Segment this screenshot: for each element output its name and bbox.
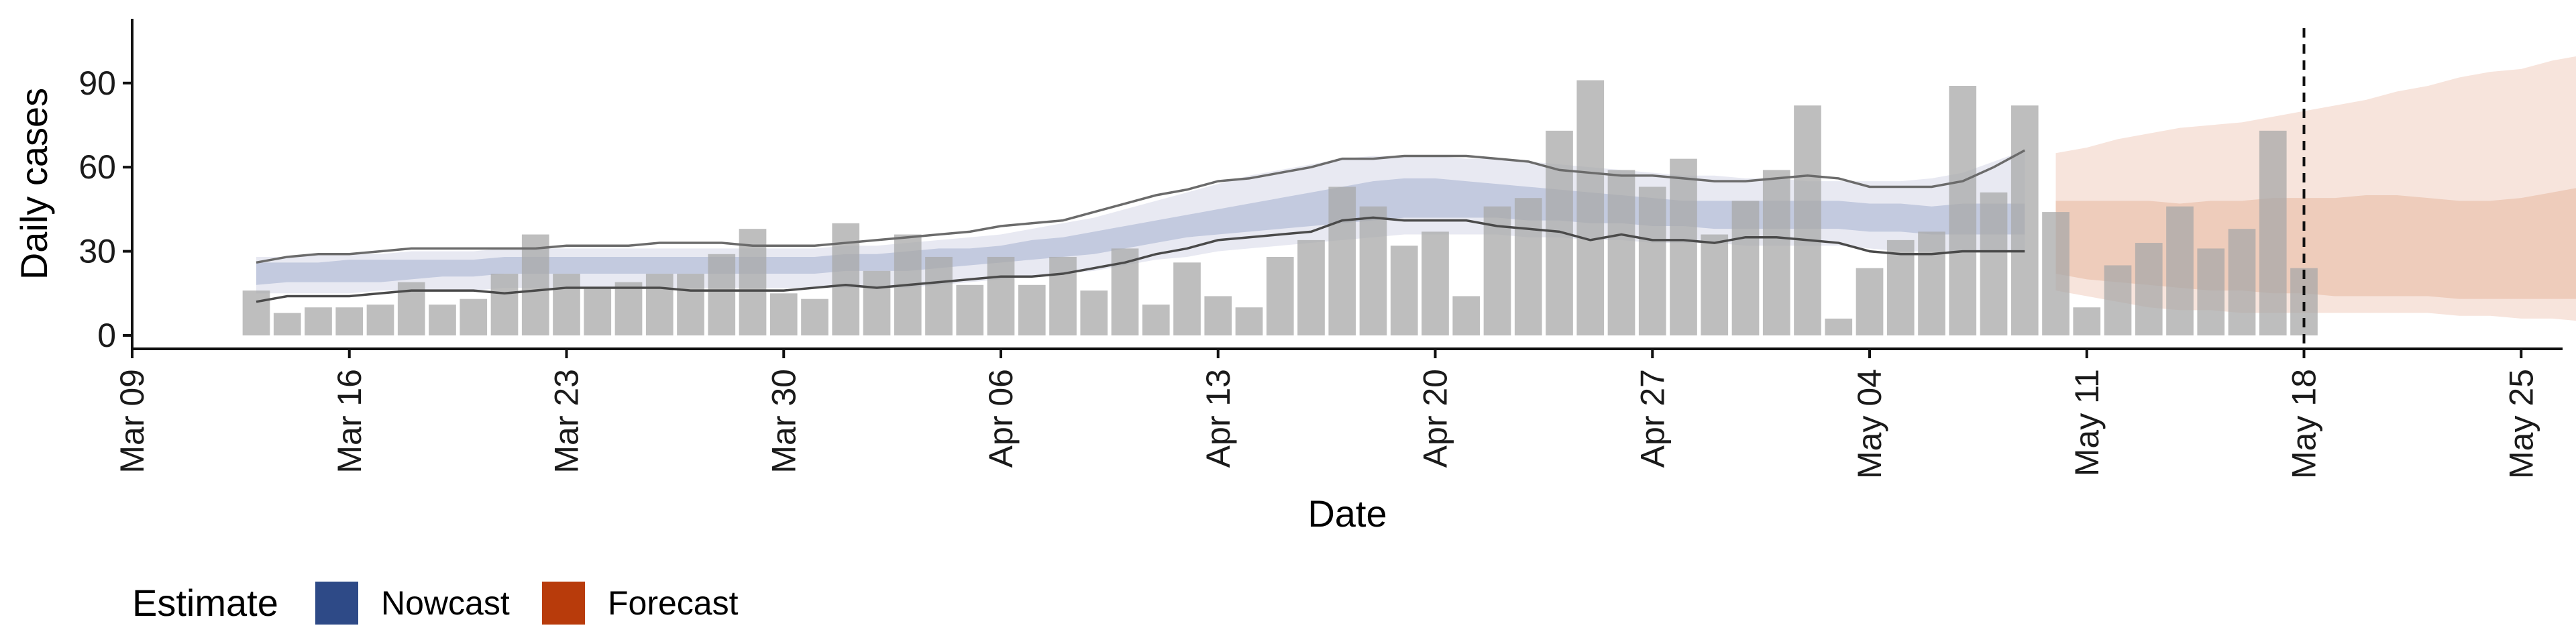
x-tick-label: Mar 23 <box>548 369 586 474</box>
observed-bar <box>1328 186 1356 335</box>
observed-bar <box>584 287 612 335</box>
observed-bar <box>1018 284 1046 335</box>
observed-bar <box>490 274 519 335</box>
observed-bar <box>1297 239 1325 335</box>
x-tick-label: Apr 20 <box>1417 369 1454 468</box>
y-tick-label: 30 <box>78 233 116 270</box>
x-ticks: Mar 09 Mar 16 Mar 23 Mar 30 Apr 06 Apr 13 Apr … <box>113 349 2540 479</box>
observed-bar <box>460 299 488 335</box>
observed-bar <box>1670 158 1697 335</box>
observed-bar <box>2073 307 2101 335</box>
observed-bar <box>273 313 301 335</box>
observed-bar <box>2104 265 2132 335</box>
legend-swatch-nowcast <box>315 582 358 625</box>
x-tick-label: Apr 13 <box>1199 369 1237 468</box>
observed-bar <box>1142 305 1170 335</box>
axes <box>131 19 2563 350</box>
observed-bar <box>2135 243 2163 335</box>
observed-bar <box>2228 229 2256 335</box>
x-tick-label: May 25 <box>2502 369 2540 479</box>
observed-bar <box>1701 234 1729 335</box>
observed-bar <box>2197 248 2225 335</box>
observed-bar <box>1980 192 2008 335</box>
observed-bar <box>1918 231 1945 335</box>
observed-bar <box>1049 256 1077 335</box>
observed-bar <box>366 305 394 335</box>
observed-bar <box>1607 170 1635 335</box>
observed-bar <box>677 274 704 335</box>
y-tick-label: 90 <box>78 64 116 102</box>
observed-bar <box>769 293 798 335</box>
observed-bar <box>708 254 736 335</box>
observed-bar <box>1638 186 1666 335</box>
legend-title: Estimate <box>132 582 278 624</box>
observed-bar <box>1235 307 1263 335</box>
x-axis-title: Date <box>1307 492 1387 535</box>
observed-bar <box>1731 201 1760 335</box>
observed-bar <box>1886 239 1915 335</box>
observed-bar <box>1856 268 1884 335</box>
observed-bar <box>1080 290 1108 335</box>
y-axis-title: Daily cases <box>13 88 55 280</box>
legend-label-forecast: Forecast <box>608 584 739 622</box>
observed-bar <box>1825 318 1853 335</box>
observed-bar <box>801 299 828 335</box>
observed-bar <box>956 284 984 335</box>
legend: Estimate Nowcast Forecast <box>132 582 739 625</box>
observed-bar <box>1452 296 1481 335</box>
x-tick-label: May 11 <box>2068 369 2106 476</box>
observed-bar <box>1173 262 1201 335</box>
observed-bar <box>645 274 674 335</box>
observed-bar <box>1359 206 1387 335</box>
observed-bar <box>305 307 332 335</box>
observed-bar <box>1949 85 1977 335</box>
observed-bar <box>2259 130 2287 336</box>
y-tick-label: 0 <box>97 317 116 354</box>
observed-bar <box>553 274 580 335</box>
observed-bar <box>614 282 643 335</box>
interval-lines <box>256 149 2026 303</box>
observed-bar <box>1762 170 1790 335</box>
y-ticks: 0 30 60 90 <box>78 64 132 354</box>
observed-bar <box>1204 296 1232 335</box>
x-tick-label: Mar 16 <box>331 369 368 474</box>
observed-bar <box>987 256 1015 335</box>
observed-bar <box>1794 105 1821 336</box>
observed-bar <box>2010 105 2039 336</box>
observed-bar <box>2042 212 2070 335</box>
observed-bar <box>1390 246 1418 335</box>
x-tick-label: Mar 30 <box>765 369 802 474</box>
observed-bar <box>2166 206 2194 335</box>
observed-bar <box>1514 198 1542 335</box>
x-tick-label: May 18 <box>2286 369 2323 479</box>
lower-interval-line <box>256 216 2025 303</box>
observed-bar <box>863 270 891 335</box>
legend-swatch-forecast <box>542 582 585 625</box>
x-tick-label: Apr 27 <box>1633 369 1671 468</box>
legend-label-nowcast: Nowcast <box>381 584 510 622</box>
observed-bar <box>429 305 456 335</box>
y-tick-label: 60 <box>78 148 116 186</box>
x-tick-label: Apr 06 <box>982 369 1020 468</box>
observed-bar <box>1266 256 1294 335</box>
observed-bar <box>832 223 860 335</box>
observed-bar <box>1576 80 1605 336</box>
observed-bar <box>521 234 549 335</box>
observed-bar <box>335 307 364 335</box>
x-tick-label: May 04 <box>1851 369 1888 479</box>
upper-interval-line <box>256 149 2026 264</box>
x-tick-label: Mar 09 <box>113 369 151 474</box>
observed-bar <box>925 256 953 335</box>
observed-bar <box>1421 231 1449 335</box>
observed-bars <box>242 80 2318 336</box>
observed-bar <box>242 290 270 335</box>
